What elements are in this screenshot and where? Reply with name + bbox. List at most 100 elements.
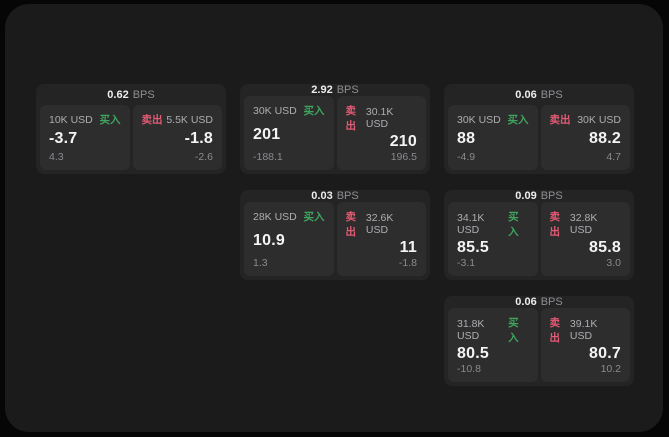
buy-side-label: 买入 xyxy=(303,211,325,223)
sell-price: -1.8 xyxy=(184,130,213,147)
sell-delta: 10.2 xyxy=(600,363,621,375)
sell-panel-top: 卖出 39.1K USD xyxy=(550,315,622,345)
bps-value: 0.06 xyxy=(515,88,537,101)
sell-delta: 196.5 xyxy=(390,151,417,163)
bps-header: 0.06 BPS xyxy=(444,84,634,105)
quote-cards-grid: 0.62 BPS 10K USD 买入 -3.7 4.3 卖出 5.5K USD xyxy=(36,84,634,386)
buy-size-label: 34.1K USD xyxy=(457,212,485,236)
card-body: 34.1K USD 买入 85.5 -3.1 卖出 32.8K USD 85.8… xyxy=(444,202,634,280)
bps-unit-label: BPS xyxy=(336,84,359,96)
buy-delta: -4.9 xyxy=(457,151,476,163)
sell-size-label: 30.1K USD xyxy=(365,106,394,130)
sell-panel-top: 卖出 30K USD xyxy=(550,112,622,127)
sell-delta: -1.8 xyxy=(398,257,417,269)
bps-header: 2.92 BPS xyxy=(240,84,430,96)
bps-unit-label: BPS xyxy=(540,88,563,101)
card-body: 10K USD 买入 -3.7 4.3 卖出 5.5K USD -1.8 -2.… xyxy=(36,105,226,174)
sell-panel[interactable]: 卖出 30.1K USD 210 196.5 xyxy=(336,96,426,170)
buy-panel[interactable]: 34.1K USD 买入 85.5 -3.1 xyxy=(448,202,538,276)
buy-delta: -3.1 xyxy=(457,257,476,269)
sell-size-label: 39.1K USD xyxy=(569,318,598,342)
buy-panel[interactable]: 30K USD 买入 88 -4.9 xyxy=(448,105,538,170)
bps-header: 0.62 BPS xyxy=(36,84,226,105)
buy-panel-top: 34.1K USD 买入 xyxy=(457,209,529,239)
quote-card: 0.09 BPS 34.1K USD 买入 85.5 -3.1 卖出 32.8K… xyxy=(444,190,634,280)
sell-price: 88.2 xyxy=(589,130,621,147)
sell-size-label: 5.5K USD xyxy=(166,113,213,126)
bps-value: 2.92 xyxy=(311,84,333,96)
buy-panel-top: 30K USD 买入 xyxy=(253,103,325,118)
sell-side-label: 卖出 xyxy=(549,114,571,126)
buy-delta: -188.1 xyxy=(253,151,283,163)
buy-price: 201 xyxy=(253,125,281,143)
buy-panel[interactable]: 10K USD 买入 -3.7 4.3 xyxy=(40,105,130,170)
sell-side-label: 卖出 xyxy=(345,105,357,132)
sell-side-label: 卖出 xyxy=(141,114,163,126)
bps-unit-label: BPS xyxy=(336,190,359,202)
sell-side-label: 卖出 xyxy=(549,317,561,344)
card-body: 28K USD 买入 10.9 1.3 卖出 32.6K USD 11 -1.8 xyxy=(240,202,430,280)
buy-size-label: 30K USD xyxy=(457,113,501,126)
bps-unit-label: BPS xyxy=(132,88,155,101)
buy-price: 80.5 xyxy=(457,345,489,362)
sell-delta: 4.7 xyxy=(606,151,621,163)
buy-delta: -10.8 xyxy=(457,363,481,375)
buy-size-label: 31.8K USD xyxy=(457,318,485,342)
quote-card: 0.06 BPS 31.8K USD 买入 80.5 -10.8 卖出 39.1… xyxy=(444,296,634,386)
buy-side-label: 买入 xyxy=(99,114,121,126)
sell-delta: 3.0 xyxy=(606,257,621,269)
sell-panel-top: 卖出 32.8K USD xyxy=(550,209,622,239)
buy-price: 88 xyxy=(457,130,476,147)
sell-size-label: 32.6K USD xyxy=(365,212,394,236)
buy-panel[interactable]: 28K USD 买入 10.9 1.3 xyxy=(244,202,334,276)
sell-price: 210 xyxy=(389,133,417,150)
card-body: 30K USD 买入 88 -4.9 卖出 30K USD 88.2 4.7 xyxy=(444,105,634,174)
sell-panel[interactable]: 卖出 39.1K USD 80.7 10.2 xyxy=(540,308,630,382)
buy-side-label: 买入 xyxy=(508,317,519,344)
bps-value: 0.03 xyxy=(311,190,333,202)
sell-size-label: 32.8K USD xyxy=(569,212,598,236)
buy-side-label: 买入 xyxy=(303,105,325,117)
buy-price: -3.7 xyxy=(49,130,78,147)
bps-value: 0.62 xyxy=(107,88,129,101)
buy-panel-top: 10K USD 买入 xyxy=(49,112,121,127)
buy-size-label: 10K USD xyxy=(49,113,93,126)
sell-size-label: 30K USD xyxy=(577,113,621,126)
quote-card: 0.06 BPS 30K USD 买入 88 -4.9 卖出 30K USD xyxy=(444,84,634,174)
sell-panel-top: 卖出 5.5K USD xyxy=(142,112,214,127)
sell-panel[interactable]: 卖出 32.8K USD 85.8 3.0 xyxy=(540,202,630,276)
sell-panel[interactable]: 卖出 32.6K USD 11 -1.8 xyxy=(336,202,426,276)
card-body: 30K USD 买入 201 -188.1 卖出 30.1K USD 210 1… xyxy=(240,96,430,174)
bps-header: 0.09 BPS xyxy=(444,190,634,202)
buy-size-label: 30K USD xyxy=(253,104,297,117)
buy-price: 85.5 xyxy=(457,239,489,256)
sell-panel-top: 卖出 32.6K USD xyxy=(346,209,418,239)
sell-price: 80.7 xyxy=(589,345,621,362)
buy-panel[interactable]: 30K USD 买入 201 -188.1 xyxy=(244,96,334,170)
bps-unit-label: BPS xyxy=(540,296,563,308)
buy-side-label: 买入 xyxy=(507,114,529,126)
buy-delta: 1.3 xyxy=(253,257,268,269)
bps-value: 0.09 xyxy=(515,190,537,202)
sell-delta: -2.6 xyxy=(194,151,213,163)
quote-card: 0.03 BPS 28K USD 买入 10.9 1.3 卖出 32.6K US… xyxy=(240,190,430,280)
bps-unit-label: BPS xyxy=(540,190,563,202)
sell-price: 85.8 xyxy=(589,239,621,256)
sell-panel[interactable]: 卖出 5.5K USD -1.8 -2.6 xyxy=(132,105,222,170)
bps-header: 0.03 BPS xyxy=(240,190,430,202)
buy-panel-top: 31.8K USD 买入 xyxy=(457,315,529,345)
sell-price: 11 xyxy=(399,239,417,256)
sell-panel[interactable]: 卖出 30K USD 88.2 4.7 xyxy=(540,105,630,170)
buy-panel-top: 30K USD 买入 xyxy=(457,112,529,127)
quote-card: 0.62 BPS 10K USD 买入 -3.7 4.3 卖出 5.5K USD xyxy=(36,84,226,174)
buy-panel-top: 28K USD 买入 xyxy=(253,209,325,224)
buy-panel[interactable]: 31.8K USD 买入 80.5 -10.8 xyxy=(448,308,538,382)
buy-side-label: 买入 xyxy=(508,211,519,238)
sell-panel-top: 卖出 30.1K USD xyxy=(346,103,418,133)
main-panel: 0.62 BPS 10K USD 买入 -3.7 4.3 卖出 5.5K USD xyxy=(5,4,663,432)
sell-side-label: 卖出 xyxy=(345,211,357,238)
card-body: 31.8K USD 买入 80.5 -10.8 卖出 39.1K USD 80.… xyxy=(444,308,634,386)
bps-value: 0.06 xyxy=(515,296,537,308)
sell-side-label: 卖出 xyxy=(549,211,561,238)
buy-delta: 4.3 xyxy=(49,151,64,163)
